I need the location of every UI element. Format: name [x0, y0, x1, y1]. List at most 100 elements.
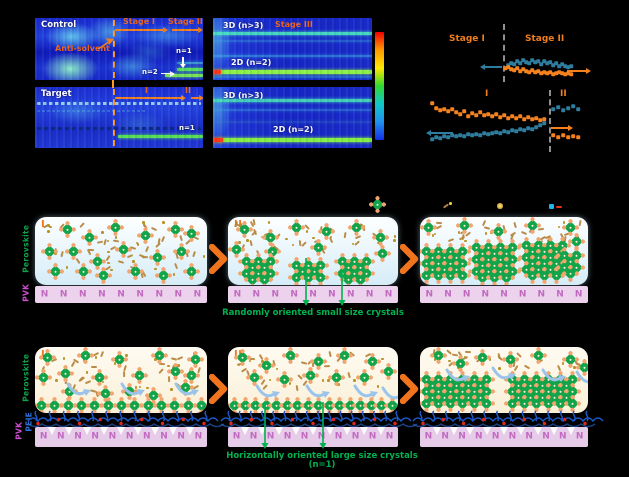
data-point	[438, 108, 442, 112]
ligand-icon	[118, 259, 125, 264]
cation-icon	[557, 225, 561, 229]
cation-icon	[162, 221, 165, 224]
cation-icon	[154, 358, 157, 361]
crystal-icon	[458, 219, 471, 232]
anchor-triangle-icon	[377, 427, 385, 435]
data-point	[438, 136, 442, 140]
data-point	[566, 106, 570, 110]
anchor-triangle-icon	[567, 427, 576, 435]
ligand-icon	[87, 248, 94, 252]
ligand-icon	[520, 231, 527, 236]
data-point	[454, 110, 458, 114]
emission-streak	[213, 99, 372, 102]
cation-icon	[448, 359, 451, 363]
ligand-icon	[185, 239, 192, 246]
stage1-label: Stage I	[123, 18, 155, 26]
n1-down-arrow-icon	[182, 57, 184, 64]
data-point	[498, 115, 502, 119]
cation-icon	[49, 225, 52, 229]
data-point	[571, 134, 575, 138]
cation-icon	[85, 371, 89, 374]
ligand-icon	[436, 221, 443, 225]
cation-icon	[381, 357, 384, 361]
cation-icon	[353, 379, 356, 382]
crystal-icon	[79, 349, 92, 362]
data-point	[515, 66, 519, 70]
data-point	[510, 114, 514, 118]
cation-icon	[132, 260, 135, 263]
anchor-triangle-icon	[241, 427, 249, 435]
data-point	[569, 72, 573, 76]
amine-site-dot	[563, 417, 567, 422]
data-point	[482, 113, 486, 117]
amine-site-dot	[98, 417, 102, 422]
cation-icon	[135, 241, 139, 245]
annotation-arrow-icon	[261, 402, 269, 449]
crystal-icon	[376, 247, 389, 260]
cation-icon	[464, 239, 467, 243]
data-point	[434, 106, 438, 110]
ligand-icon	[327, 351, 332, 358]
pvk-monomer-label: N	[252, 289, 261, 299]
pvk-monomer-label: N	[174, 289, 183, 299]
attachment-arrow-icon	[120, 382, 145, 396]
stage1-label: I	[485, 89, 489, 99]
pvk-monomer-label: N	[39, 431, 48, 442]
crystal-icon	[284, 349, 297, 362]
crystal-icon	[139, 229, 152, 242]
anchor-triangle-icon	[343, 427, 351, 435]
pvk-monomer-label: N	[441, 431, 449, 442]
emission-streak	[213, 70, 221, 74]
crystal-icon	[382, 365, 395, 378]
data-point	[554, 71, 558, 75]
peie-interlayer	[27, 410, 225, 428]
crystal-icon	[189, 353, 202, 366]
crystal-icon	[374, 231, 387, 244]
data-point	[542, 117, 546, 121]
pvk-monomer-label: N	[444, 289, 452, 299]
data-point	[524, 69, 528, 73]
ligand-icon	[151, 227, 158, 232]
data-point	[530, 127, 534, 131]
crystal-icon	[115, 399, 128, 412]
emission-streak	[213, 32, 372, 35]
amine-site-dot	[160, 421, 165, 426]
data-point	[490, 114, 494, 118]
anchor-triangle-icon	[258, 427, 266, 435]
pvk-monomer-label: N	[40, 289, 49, 299]
annotation-arrow-icon	[338, 272, 346, 306]
data-point	[521, 58, 525, 62]
data-point	[518, 127, 522, 131]
ligand-icon	[157, 368, 164, 375]
data-point	[576, 135, 580, 139]
schematic-panel-stage1-pvk: I	[35, 217, 207, 285]
ligand-icon	[196, 367, 201, 374]
label-3d: 3D (n>3)	[223, 21, 264, 30]
data-point	[566, 135, 570, 139]
ligand-icon	[161, 236, 166, 243]
pvk-monomer-label: N	[368, 431, 377, 442]
pvk-monomer-label: N	[334, 431, 343, 442]
amine-site-dot	[249, 417, 254, 422]
pvk-monomer-label: N	[365, 289, 374, 299]
data-point	[526, 115, 530, 119]
amine-site-dot	[393, 421, 397, 426]
ligand-icon	[523, 364, 530, 370]
data-point	[538, 123, 542, 127]
attachment-arrow-icon	[353, 384, 378, 398]
data-point	[442, 107, 446, 111]
cation-icon	[573, 366, 576, 369]
cation-icon	[288, 382, 292, 385]
ligand-icon	[295, 384, 299, 391]
data-point	[512, 62, 516, 66]
data-point	[522, 128, 526, 132]
anchor-triangle-icon	[292, 427, 300, 435]
amine-site-dot	[502, 421, 506, 426]
stage-divider-line	[549, 90, 551, 152]
data-point	[518, 61, 522, 65]
data-point	[527, 70, 531, 74]
panel-roman-label: I	[41, 219, 46, 230]
data-point	[518, 69, 522, 73]
pvk-monomer-label: N	[290, 289, 298, 299]
ligand-icon	[483, 225, 490, 230]
